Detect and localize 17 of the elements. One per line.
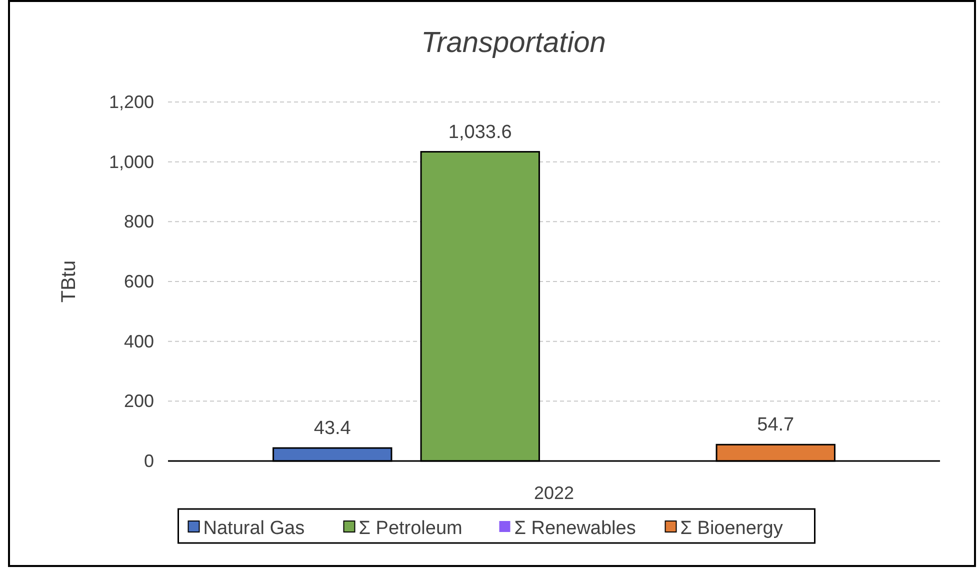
data-label: 54.7: [757, 414, 794, 436]
y-tick-label: 1,000: [108, 152, 154, 172]
y-tick-label: 600: [124, 272, 154, 292]
y-tick-label: 200: [124, 391, 154, 412]
y-tick-label: 1,200: [108, 92, 154, 112]
legend-label: Σ Petroleum: [358, 518, 462, 539]
x-tick-label: 2022: [534, 483, 574, 503]
y-tick-label: 400: [124, 331, 154, 352]
legend-label: Natural Gas: [203, 518, 305, 539]
data-label: 1,033.6: [448, 122, 512, 143]
y-tick-label: 0: [144, 451, 154, 471]
legend-label: Σ Renewables: [514, 518, 636, 539]
chart-title: Transportation: [421, 27, 606, 59]
data-label: 43.4: [314, 418, 352, 440]
y-axis-title: TBtu: [58, 260, 80, 303]
y-tick-label: 800: [124, 212, 154, 232]
legend-label: Σ Bioenergy: [680, 518, 784, 539]
